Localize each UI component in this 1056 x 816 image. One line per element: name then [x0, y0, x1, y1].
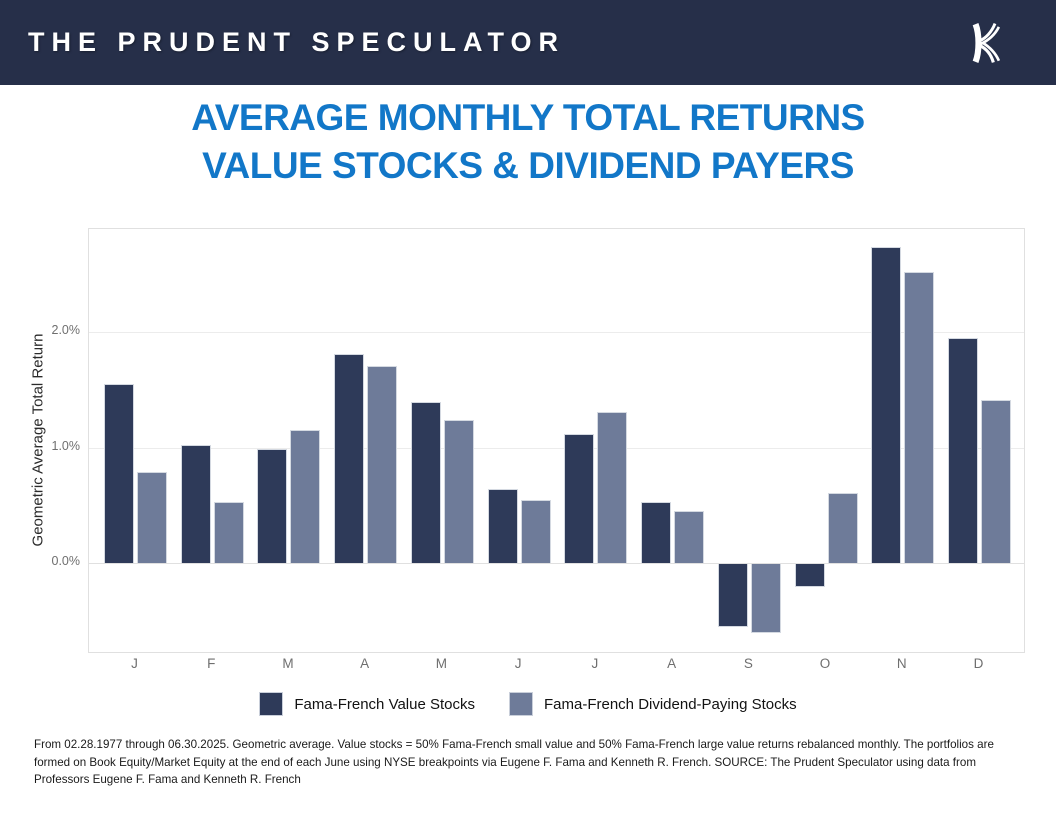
- bar-dividend-payers-m4: [443, 420, 474, 563]
- gridline: [89, 447, 1024, 449]
- legend-item-dividend-payers: Fama-French Dividend-Paying Stocks: [509, 692, 797, 716]
- page-title: AVERAGE MONTHLY TOTAL RETURNS VALUE STOC…: [0, 94, 1056, 190]
- y-tick-label: 0.0%: [51, 554, 81, 568]
- bar-value-stocks-d11: [948, 338, 979, 563]
- bar-dividend-payers-s8: [750, 564, 781, 634]
- x-tick-label: D: [973, 656, 984, 671]
- bar-dividend-payers-a7: [674, 511, 705, 563]
- x-tick-label: F: [207, 656, 216, 671]
- bar-dividend-payers-d11: [981, 400, 1012, 563]
- bar-dividend-payers-n10: [904, 272, 935, 563]
- brand-title: THE PRUDENT SPECULATOR: [28, 27, 566, 57]
- bar-dividend-payers-f1: [213, 501, 244, 563]
- x-tick-label: A: [360, 656, 370, 671]
- legend-label-value-stocks: Fama-French Value Stocks: [294, 695, 475, 713]
- legend-label-dividend-payers: Fama-French Dividend-Paying Stocks: [544, 695, 797, 713]
- bar-value-stocks-j0: [104, 384, 134, 563]
- bar-value-stocks-s8: [717, 564, 748, 628]
- x-tick-label: N: [896, 656, 907, 671]
- plot-area: [88, 228, 1025, 653]
- page-title-line1: AVERAGE MONTHLY TOTAL RETURNS: [191, 97, 865, 138]
- x-tick-label: J: [131, 656, 138, 671]
- page-title-line2: VALUE STOCKS & DIVIDEND PAYERS: [202, 145, 854, 186]
- legend-swatch-value-stocks: [259, 692, 284, 716]
- x-tick-label: O: [819, 656, 831, 671]
- zero-gridline: [89, 563, 1024, 564]
- kovitz-logo-icon: [972, 22, 1000, 63]
- bar-value-stocks-o9: [794, 564, 825, 588]
- bar-dividend-payers-j0: [137, 471, 167, 563]
- bar-dividend-payers-a3: [367, 365, 398, 563]
- x-tick-label: J: [591, 656, 599, 671]
- bar-value-stocks-n10: [871, 247, 902, 563]
- legend-item-value-stocks: Fama-French Value Stocks: [259, 692, 475, 716]
- bar-dividend-payers-o9: [827, 492, 858, 563]
- bar-dividend-payers-m2: [290, 430, 321, 563]
- bar-value-stocks-a7: [641, 501, 672, 563]
- bar-value-stocks-j5: [487, 489, 518, 563]
- x-tick-label: J: [514, 656, 522, 671]
- header-bar: THE PRUDENT SPECULATOR: [0, 0, 1056, 85]
- x-tick-label: M: [435, 656, 448, 671]
- x-tick-label: A: [667, 656, 677, 671]
- gridline: [89, 332, 1024, 334]
- x-tick-label: M: [282, 656, 294, 671]
- legend-swatch-dividend-payers: [509, 692, 533, 716]
- legend: Fama-French Value Stocks Fama-French Divi…: [0, 692, 1056, 716]
- bar-value-stocks-j6: [564, 433, 595, 563]
- bar-dividend-payers-j5: [520, 499, 551, 563]
- footnote: From 02.28.1977 through 06.30.2025. Geom…: [34, 738, 994, 786]
- y-tick-label: 1.0%: [51, 438, 81, 453]
- bar-value-stocks-a3: [334, 354, 365, 563]
- x-tick-label: S: [743, 656, 753, 671]
- bar-value-stocks-f1: [180, 445, 211, 563]
- bar-value-stocks-m2: [257, 448, 288, 563]
- bar-dividend-payers-j6: [597, 411, 628, 563]
- y-tick-label: 2.0%: [51, 323, 81, 338]
- bar-value-stocks-m4: [410, 401, 441, 563]
